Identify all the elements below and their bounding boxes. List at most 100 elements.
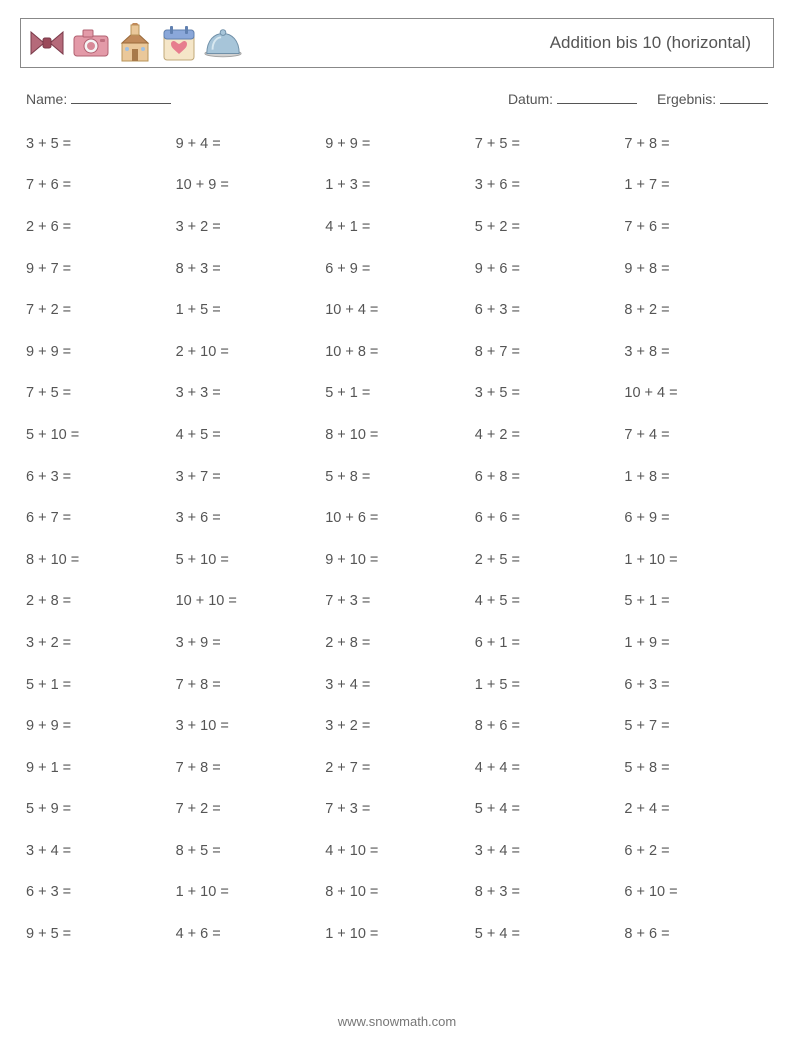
- problem-cell: 4 + 6 =: [176, 913, 326, 955]
- problem-cell: 9 + 8 =: [624, 248, 774, 290]
- problem-cell: 9 + 4 =: [176, 123, 326, 165]
- name-blank[interactable]: [71, 90, 171, 104]
- problem-cell: 9 + 9 =: [26, 705, 176, 747]
- name-field: Name:: [26, 90, 508, 107]
- problem-cell: 3 + 9 =: [176, 622, 326, 664]
- problem-cell: 6 + 3 =: [624, 664, 774, 706]
- problem-cell: 3 + 2 =: [325, 705, 475, 747]
- problem-cell: 7 + 5 =: [475, 123, 625, 165]
- problem-cell: 1 + 8 =: [624, 456, 774, 498]
- problem-cell: 6 + 10 =: [624, 872, 774, 914]
- date-blank[interactable]: [557, 90, 637, 104]
- result-blank[interactable]: [720, 90, 768, 104]
- problem-cell: 3 + 5 =: [475, 373, 625, 415]
- problem-cell: 3 + 6 =: [475, 165, 625, 207]
- problem-cell: 5 + 1 =: [325, 373, 475, 415]
- problem-cell: 2 + 10 =: [176, 331, 326, 373]
- problem-cell: 3 + 10 =: [176, 705, 326, 747]
- bowtie-icon: [27, 23, 67, 63]
- problem-cell: 7 + 4 =: [624, 414, 774, 456]
- problem-cell: 1 + 9 =: [624, 622, 774, 664]
- problem-cell: 7 + 8 =: [176, 664, 326, 706]
- problem-cell: 7 + 8 =: [176, 747, 326, 789]
- problem-cell: 5 + 1 =: [624, 581, 774, 623]
- problem-cell: 1 + 10 =: [176, 872, 326, 914]
- problem-cell: 5 + 2 =: [475, 206, 625, 248]
- worksheet-title: Addition bis 10 (horizontal): [550, 33, 751, 53]
- problem-cell: 10 + 4 =: [624, 373, 774, 415]
- problem-cell: 9 + 9 =: [26, 331, 176, 373]
- problem-cell: 5 + 1 =: [26, 664, 176, 706]
- problem-cell: 8 + 5 =: [176, 830, 326, 872]
- problem-cell: 9 + 10 =: [325, 539, 475, 581]
- problem-cell: 3 + 7 =: [176, 456, 326, 498]
- problem-cell: 4 + 5 =: [475, 581, 625, 623]
- problem-cell: 9 + 7 =: [26, 248, 176, 290]
- problem-cell: 10 + 10 =: [176, 581, 326, 623]
- camera-icon: [71, 23, 111, 63]
- worksheet-header: Addition bis 10 (horizontal): [20, 18, 774, 68]
- problem-cell: 10 + 8 =: [325, 331, 475, 373]
- problem-cell: 7 + 3 =: [325, 581, 475, 623]
- problem-cell: 1 + 5 =: [475, 664, 625, 706]
- problem-cell: 1 + 10 =: [325, 913, 475, 955]
- problem-cell: 8 + 6 =: [624, 913, 774, 955]
- problem-cell: 1 + 5 =: [176, 289, 326, 331]
- problem-cell: 4 + 2 =: [475, 414, 625, 456]
- info-row: Name: Datum: Ergebnis:: [20, 90, 774, 107]
- date-label: Datum:: [508, 91, 553, 107]
- calendar-heart-icon: [159, 23, 199, 63]
- problem-cell: 1 + 3 =: [325, 165, 475, 207]
- problem-cell: 1 + 10 =: [624, 539, 774, 581]
- problem-cell: 7 + 6 =: [26, 165, 176, 207]
- problem-cell: 5 + 7 =: [624, 705, 774, 747]
- problem-cell: 9 + 1 =: [26, 747, 176, 789]
- problem-cell: 7 + 2 =: [176, 789, 326, 831]
- problem-cell: 7 + 8 =: [624, 123, 774, 165]
- result-label: Ergebnis:: [657, 91, 716, 107]
- problem-cell: 10 + 4 =: [325, 289, 475, 331]
- name-label: Name:: [26, 91, 67, 107]
- church-icon: [115, 23, 155, 63]
- problem-cell: 3 + 5 =: [26, 123, 176, 165]
- problem-cell: 4 + 4 =: [475, 747, 625, 789]
- problem-cell: 5 + 4 =: [475, 789, 625, 831]
- problem-cell: 6 + 9 =: [624, 497, 774, 539]
- problem-cell: 2 + 5 =: [475, 539, 625, 581]
- problem-cell: 4 + 1 =: [325, 206, 475, 248]
- problem-cell: 7 + 5 =: [26, 373, 176, 415]
- footer-url: www.snowmath.com: [0, 1014, 794, 1029]
- problem-cell: 2 + 8 =: [26, 581, 176, 623]
- problem-cell: 5 + 8 =: [325, 456, 475, 498]
- cloche-icon: [203, 23, 243, 63]
- problem-cell: 9 + 5 =: [26, 913, 176, 955]
- problem-cell: 5 + 4 =: [475, 913, 625, 955]
- problem-cell: 5 + 10 =: [26, 414, 176, 456]
- problem-cell: 2 + 4 =: [624, 789, 774, 831]
- problem-cell: 8 + 3 =: [176, 248, 326, 290]
- problem-cell: 3 + 4 =: [26, 830, 176, 872]
- problem-cell: 6 + 7 =: [26, 497, 176, 539]
- problem-cell: 3 + 2 =: [26, 622, 176, 664]
- problem-cell: 8 + 10 =: [325, 414, 475, 456]
- problem-cell: 2 + 8 =: [325, 622, 475, 664]
- problem-cell: 6 + 3 =: [26, 456, 176, 498]
- problem-cell: 6 + 8 =: [475, 456, 625, 498]
- problem-cell: 3 + 6 =: [176, 497, 326, 539]
- problem-cell: 8 + 3 =: [475, 872, 625, 914]
- problem-cell: 8 + 7 =: [475, 331, 625, 373]
- problem-cell: 3 + 8 =: [624, 331, 774, 373]
- problem-cell: 7 + 2 =: [26, 289, 176, 331]
- problem-cell: 10 + 6 =: [325, 497, 475, 539]
- problem-cell: 5 + 8 =: [624, 747, 774, 789]
- result-field: Ergebnis:: [657, 90, 768, 107]
- problem-cell: 6 + 6 =: [475, 497, 625, 539]
- problem-cell: 9 + 6 =: [475, 248, 625, 290]
- problem-cell: 6 + 3 =: [475, 289, 625, 331]
- problem-cell: 8 + 2 =: [624, 289, 774, 331]
- problem-cell: 6 + 2 =: [624, 830, 774, 872]
- problem-cell: 5 + 9 =: [26, 789, 176, 831]
- problem-cell: 9 + 9 =: [325, 123, 475, 165]
- problem-cell: 3 + 4 =: [475, 830, 625, 872]
- problem-cell: 8 + 6 =: [475, 705, 625, 747]
